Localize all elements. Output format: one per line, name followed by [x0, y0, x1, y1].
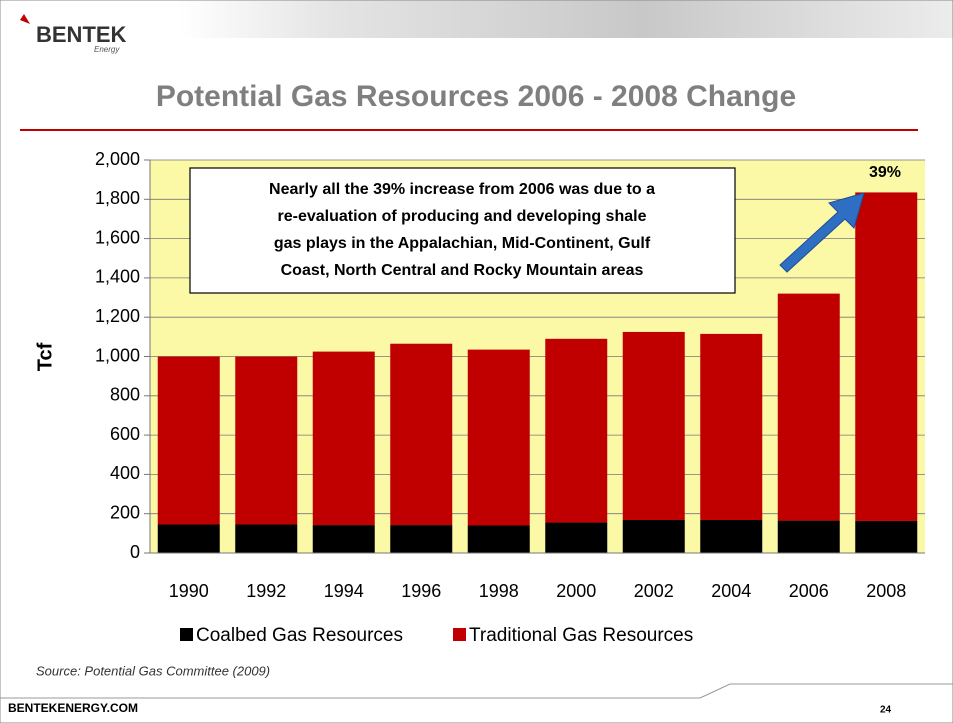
- bar-segment: [235, 356, 298, 525]
- annotation-box: [189, 167, 736, 294]
- bar-segment: [777, 520, 840, 553]
- legend-label: Coalbed Gas Resources: [196, 625, 403, 646]
- bar-segment: [622, 331, 685, 520]
- y-tick-label: 1,400: [95, 267, 140, 287]
- legend-label: Traditional Gas Resources: [469, 625, 693, 646]
- y-tick-label: 200: [110, 502, 140, 522]
- bar-segment: [157, 356, 220, 525]
- logo-mark: [20, 14, 30, 24]
- footer-rule: [699, 683, 953, 699]
- annotation-line: Coast, North Central and Rocky Mountain …: [281, 262, 644, 279]
- bar-segment: [855, 192, 918, 521]
- annotation-line: re-evaluation of producing and developin…: [278, 208, 647, 225]
- bar-segment: [545, 338, 608, 523]
- x-tick-label: 2002: [634, 581, 674, 601]
- bar-segment: [700, 519, 763, 553]
- y-tick-label: 1,200: [95, 306, 140, 326]
- chart-title: Potential Gas Resources 2006 - 2008 Chan…: [156, 80, 796, 113]
- annotation-line: gas plays in the Appalachian, Mid-Contin…: [274, 235, 651, 252]
- x-tick-label: 1996: [401, 581, 441, 601]
- y-tick-label: 1,600: [95, 227, 140, 247]
- bar-segment: [467, 525, 530, 553]
- y-tick-label: 2,000: [95, 149, 140, 169]
- y-tick-label: 1,800: [95, 188, 140, 208]
- bar-segment: [390, 525, 453, 553]
- y-tick-label: 600: [110, 424, 140, 444]
- bar-segment: [390, 343, 453, 526]
- y-tick-label: 400: [110, 463, 140, 483]
- y-tick-label: 800: [110, 385, 140, 405]
- legend-swatch: [453, 628, 466, 641]
- bar-segment: [467, 349, 530, 526]
- annotation-line: Nearly all the 39% increase from 2006 wa…: [269, 181, 655, 198]
- brand-sub: Energy: [94, 45, 120, 54]
- arrow: [779, 192, 865, 273]
- x-tick-label: 2008: [866, 581, 906, 601]
- x-tick-label: 1992: [246, 581, 286, 601]
- y-axis-label: Tcf: [34, 342, 56, 371]
- bar-segment: [157, 524, 220, 553]
- bar-segment: [700, 333, 763, 520]
- x-tick-label: 1994: [324, 581, 364, 601]
- x-tick-label: 1990: [169, 581, 209, 601]
- y-tick-label: 1,000: [95, 345, 140, 365]
- source: Source: Potential Gas Committee (2009): [36, 663, 270, 678]
- bar-segment: [545, 522, 608, 553]
- x-tick-label: 2006: [789, 581, 829, 601]
- legend-swatch: [180, 628, 193, 641]
- bar-segment: [622, 519, 685, 553]
- brand-logo: BENTEK: [36, 22, 127, 47]
- callout: 39%: [869, 164, 901, 181]
- page-number: 24: [880, 705, 892, 716]
- y-tick-label: 0: [130, 542, 140, 562]
- bar-segment: [777, 293, 840, 521]
- bar-segment: [855, 520, 918, 553]
- footer-site: BENTEKENERGY.COM: [8, 701, 138, 715]
- bar-segment: [312, 351, 375, 526]
- x-tick-label: 2000: [556, 581, 596, 601]
- x-tick-label: 2004: [711, 581, 751, 601]
- bar-segment: [312, 525, 375, 553]
- header-band: [180, 0, 953, 38]
- bar-segment: [235, 524, 298, 553]
- x-tick-label: 1998: [479, 581, 519, 601]
